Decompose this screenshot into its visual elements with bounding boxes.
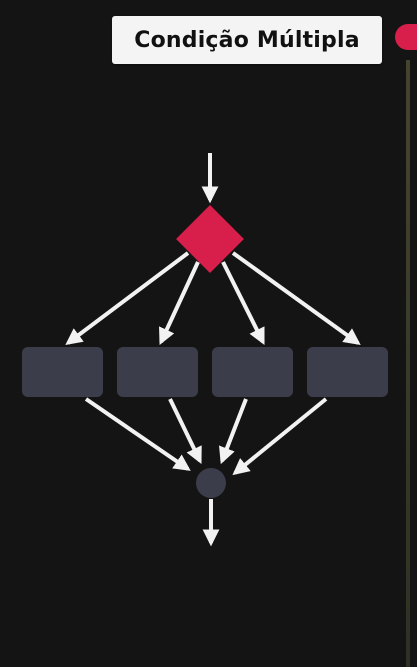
merge-arrow-1 <box>84 397 191 471</box>
decision-diamond <box>176 205 244 273</box>
branch-box-1 <box>22 347 103 397</box>
record-indicator-icon <box>395 24 417 50</box>
merge-arrow-2 <box>168 398 202 465</box>
merge-arrow-3 <box>219 398 248 465</box>
branch-arrow-2 <box>159 261 200 346</box>
merge-arrow-4 <box>232 397 328 476</box>
branch-box-3 <box>212 347 293 397</box>
side-rail <box>406 60 410 667</box>
branch-arrow-1 <box>65 251 190 346</box>
branch-box-4 <box>307 347 388 397</box>
branch-arrow-4 <box>231 251 361 345</box>
branch-arrow-3 <box>221 261 265 346</box>
merge-circle <box>196 468 226 498</box>
branch-box-2 <box>117 347 198 397</box>
title-text: Condição Múltipla <box>134 27 360 53</box>
title-card: Condição Múltipla <box>112 16 382 64</box>
